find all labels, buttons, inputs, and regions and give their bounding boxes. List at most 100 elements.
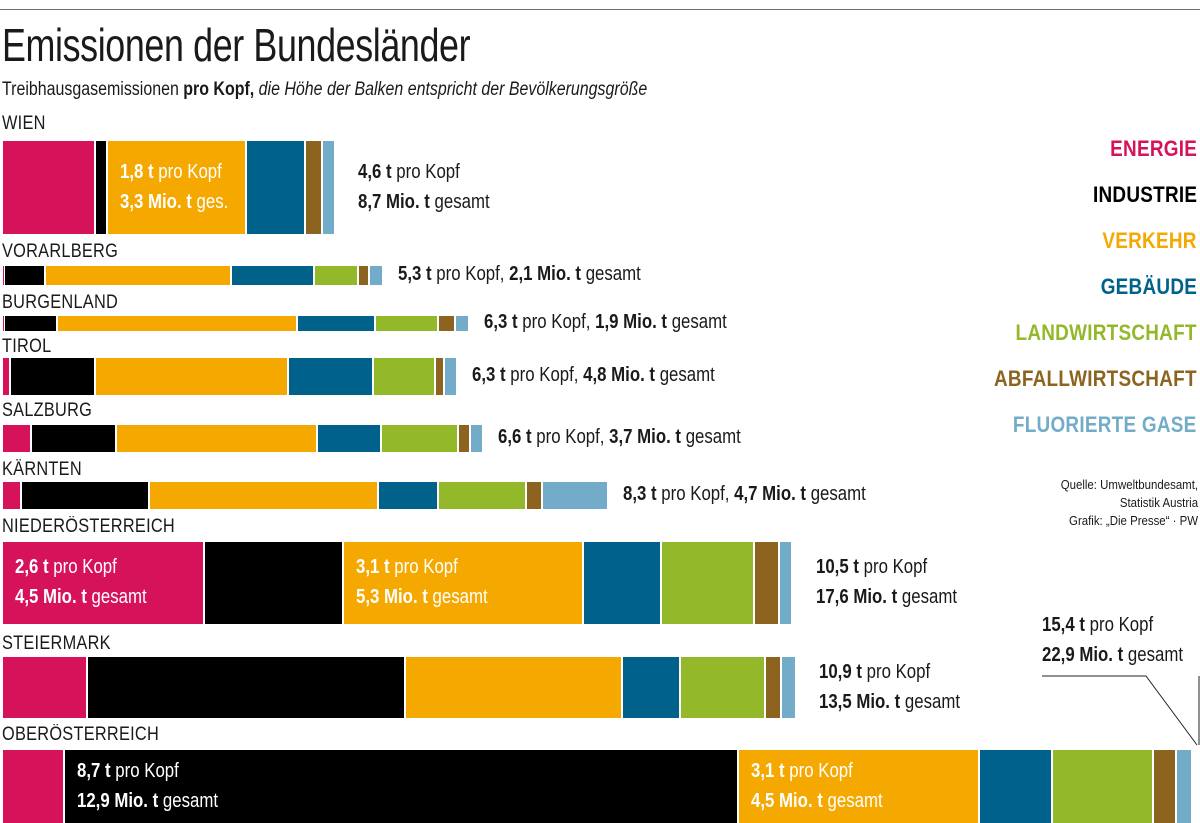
total-label-kärnten-per-capita: 8,3 t pro Kopf, 4,7 Mio. t gesamt: [623, 479, 866, 509]
bar-segment-salzburg-fluoriertegase: [471, 425, 483, 452]
bar-segment-burgenland-landwirtschaft: [375, 316, 438, 331]
bar-segment-wien-verkehr: [107, 141, 246, 234]
total-label-wien-total-value: 8,7 Mio. t: [358, 190, 431, 213]
bar-segment-steiermark-energie: [3, 657, 87, 718]
total-label-burgenland-per-capita: 6,3 t pro Kopf, 1,9 Mio. t gesamt: [484, 307, 727, 337]
bar-segment-wien-industrie: [96, 141, 106, 234]
bar-segment-niederösterreich-gebäude: [584, 542, 660, 624]
total-label-niederösterreich-per-capita-unit: pro Kopf: [858, 556, 927, 578]
top-rule: [0, 9, 1200, 10]
bar-segment-wien-abfallwirtschaft: [306, 141, 322, 234]
total-label-niederösterreich-total-value: 17,6 Mio. t: [815, 586, 897, 608]
legend-energie: ENERGIE: [1110, 136, 1197, 161]
total-label-burgenland-per-capita-value: 6,3 t: [484, 310, 518, 333]
total-label-salzburg-per-capita: 6,6 t pro Kopf, 3,7 Mio. t gesamt: [498, 422, 741, 452]
bar-segment-burgenland-industrie: [5, 316, 56, 331]
legend-verkehr: VERKEHR: [1102, 228, 1197, 253]
total-label-niederösterreich-per-capita: 10,5 t pro Kopf: [816, 552, 957, 582]
source-line-1: Quelle: Umweltbundesamt,: [1060, 477, 1198, 492]
bar-segment-tirol-abfallwirtschaft: [436, 358, 443, 395]
inner-label-niederösterreich-1-per-capita: 3,1 t pro Kopf: [356, 552, 488, 582]
total-label-salzburg-per-capita-value: 6,6 t: [498, 425, 532, 448]
bar-segment-burgenland-verkehr: [58, 316, 297, 331]
chart-title: Emissionen der Bundesländer: [2, 19, 471, 71]
row-label-wien: WIEN: [2, 113, 46, 134]
total-label-oberösterreich-total-unit: gesamt: [1123, 644, 1184, 666]
total-label-burgenland-total-value: 1,9 Mio. t: [595, 310, 668, 333]
bar-segment-kärnten-abfallwirtschaft: [526, 482, 542, 509]
bar-segment-salzburg-abfallwirtschaft: [458, 425, 470, 452]
bar-segment-steiermark-abfallwirtschaft: [766, 657, 780, 718]
source-note: Quelle: Umweltbundesamt, Statistik Austr…: [1061, 476, 1198, 530]
total-label-oberösterreich-per-capita: 15,4 t pro Kopf: [1042, 610, 1183, 640]
total-label-wien-per-capita-value: 4,6 t: [358, 160, 392, 183]
bar-segment-niederösterreich-verkehr: [344, 542, 583, 624]
total-label-oberösterreich-total: 22,9 Mio. t gesamt: [1042, 640, 1183, 670]
bar-segment-vorarlberg-verkehr: [46, 266, 231, 285]
source-line-2: Statistik Austria: [1119, 495, 1198, 510]
inner-label-oberösterreich-1-per-capita-unit: pro Kopf: [784, 759, 854, 782]
total-label-wien-total: 8,7 Mio. t gesamt: [358, 187, 490, 217]
bar-segment-vorarlberg-abfallwirtschaft: [358, 266, 368, 285]
inner-label-wien-0-per-capita-unit: pro Kopf: [153, 160, 222, 183]
inner-label-oberösterreich-0-total-value: 12,9 Mio. t: [77, 789, 159, 812]
inner-label-oberösterreich-0-per-capita-unit: pro Kopf: [110, 759, 179, 782]
inner-label-wien-0-per-capita-value: 1,8 t: [119, 160, 154, 183]
inner-label-niederösterreich-0-total-unit: gesamt: [86, 586, 147, 608]
bar-segment-burgenland-energie: [3, 316, 4, 331]
total-label-salzburg: 6,6 t pro Kopf, 3,7 Mio. t gesamt: [498, 422, 741, 452]
total-label-salzburg-per-capita-unit: pro Kopf,: [531, 425, 610, 448]
bar-segment-vorarlberg-landwirtschaft: [315, 266, 357, 285]
inner-label-oberösterreich-1: 3,1 t pro Kopf 4,5 Mio. t gesamt: [751, 756, 883, 816]
total-label-vorarlberg-total-unit: gesamt: [580, 262, 641, 285]
legend-abfallwirtschaft: ABFALLWIRTSCHAFT: [994, 366, 1197, 391]
total-label-kärnten-per-capita-value: 8,3 t: [623, 482, 657, 505]
inner-label-wien-0-total: 3,3 Mio. t ges.: [120, 187, 228, 217]
row-label-oberösterreich: OBERÖSTERREICH: [2, 724, 160, 745]
bar-segment-oberösterreich-industrie: [65, 750, 738, 823]
bar-segment-steiermark-industrie: [88, 657, 404, 718]
inner-label-oberösterreich-0-per-capita: 8,7 t pro Kopf: [77, 756, 218, 786]
bar-segment-tirol-gebäude: [288, 358, 373, 395]
bar-segment-vorarlberg-energie: [3, 266, 4, 285]
bar-segment-tirol-verkehr: [96, 358, 287, 395]
total-label-wien-per-capita: 4,6 t pro Kopf: [358, 157, 490, 187]
inner-label-wien-0: 1,8 t pro Kopf 3,3 Mio. t ges.: [120, 157, 228, 217]
bar-segment-tirol-landwirtschaft: [374, 358, 435, 395]
total-label-wien-per-capita-unit: pro Kopf: [391, 160, 461, 183]
total-label-vorarlberg-total-value: 2,1 Mio. t: [508, 262, 581, 285]
bar-segment-wien-fluoriertegase: [323, 141, 335, 234]
total-label-tirol-total-unit: gesamt: [654, 363, 715, 386]
row-label-salzburg: SALZBURG: [2, 400, 93, 421]
total-label-vorarlberg-per-capita-value: 5,3 t: [397, 262, 432, 285]
bar-segment-salzburg-landwirtschaft: [381, 425, 457, 452]
bar-segment-burgenland-gebäude: [298, 316, 374, 331]
bar-segment-kärnten-fluoriertegase: [543, 482, 608, 509]
total-label-tirol: 6,3 t pro Kopf, 4,8 Mio. t gesamt: [472, 360, 715, 390]
legend-industrie: INDUSTRIE: [1092, 182, 1197, 207]
inner-label-oberösterreich-0-total-unit: gesamt: [158, 789, 219, 812]
subtitle-bold: pro Kopf,: [183, 79, 255, 100]
inner-label-niederösterreich-1-per-capita-unit: pro Kopf: [389, 556, 458, 578]
inner-label-niederösterreich-1: 3,1 t pro Kopf 5,3 Mio. t gesamt: [356, 552, 488, 612]
chart-subtitle: Treibhausgasemissionen pro Kopf, die Höh…: [2, 79, 647, 101]
bar-segment-steiermark-gebäude: [623, 657, 680, 718]
inner-label-wien-0-per-capita: 1,8 t pro Kopf: [120, 157, 228, 187]
total-label-burgenland: 6,3 t pro Kopf, 1,9 Mio. t gesamt: [484, 307, 727, 337]
inner-label-niederösterreich-1-total-value: 5,3 Mio. t: [356, 586, 428, 608]
inner-label-niederösterreich-0-per-capita: 2,6 t pro Kopf: [15, 552, 147, 582]
bar-segment-salzburg-energie: [3, 425, 30, 452]
bar-segment-salzburg-gebäude: [318, 425, 380, 452]
bar-segment-oberösterreich-abfallwirtschaft: [1153, 750, 1176, 823]
total-label-burgenland-total-unit: gesamt: [667, 310, 728, 333]
bar-segment-tirol-industrie: [10, 358, 94, 395]
callout-line-left: [1042, 675, 1198, 746]
total-label-burgenland-per-capita-unit: pro Kopf,: [517, 310, 596, 333]
bar-segment-oberösterreich-energie: [3, 750, 63, 823]
bar-segment-steiermark-fluoriertegase: [781, 657, 796, 718]
bar-segment-oberösterreich-gebäude: [979, 750, 1052, 823]
bar-segment-burgenland-fluoriertegase: [456, 316, 469, 331]
total-label-niederösterreich-per-capita-value: 10,5 t: [815, 556, 859, 578]
inner-label-oberösterreich-1-total-unit: gesamt: [823, 789, 883, 812]
total-label-tirol-per-capita-unit: pro Kopf,: [505, 363, 584, 386]
